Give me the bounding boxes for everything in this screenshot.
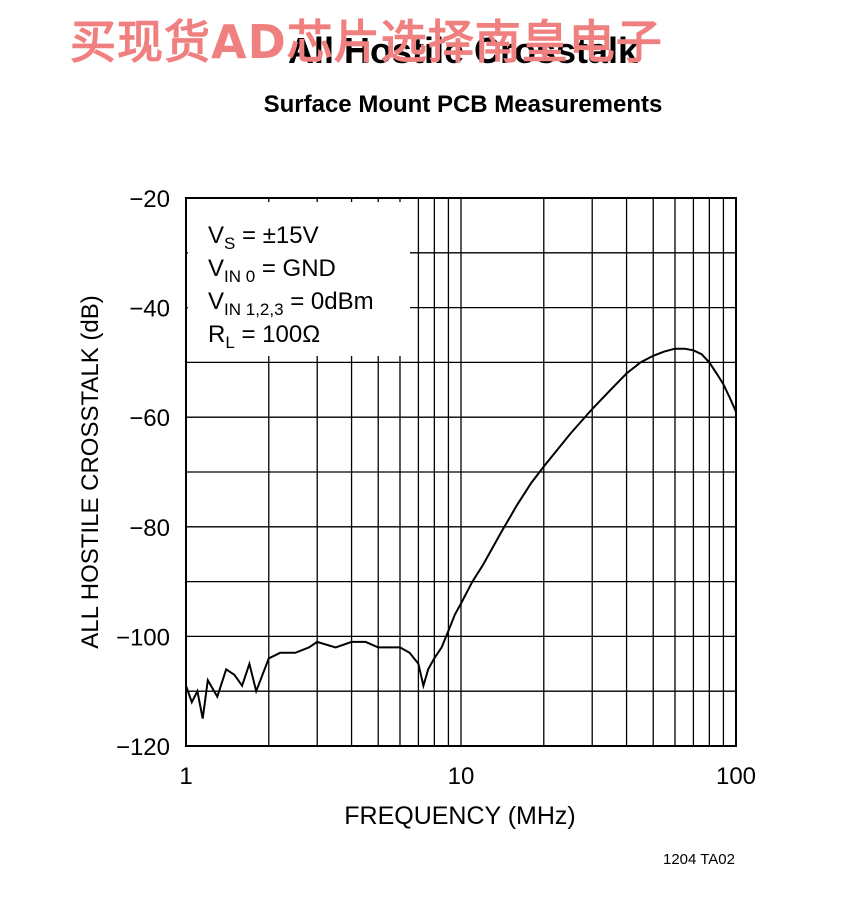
y-tick-label: −20 [129,186,170,213]
crosstalk-series-line [185,347,737,719]
condition-line: VS = ±15V [208,222,319,253]
watermark-text: 买现货AD芯片选择南皇电子 [70,15,663,69]
x-tick-label: 100 [716,763,756,790]
figure-id: 1204 TA02 [663,851,735,868]
x-tick-label: 10 [448,763,475,790]
x-axis-label: FREQUENCY (MHz) [344,802,575,830]
condition-line: VIN 0 = GND [208,255,336,286]
chart-title: All Hostile Crosstalk [288,30,639,71]
x-tick-label: 1 [179,763,192,790]
plot-frame [185,197,737,747]
condition-line: RL = 100Ω [208,321,320,352]
condition-line: VIN 1,2,3 = 0dBm [208,288,374,319]
y-tick-label: −40 [129,296,170,323]
x-tick-labels: 1 10 100 [179,763,756,790]
chart-subtitle: Surface Mount PCB Measurements [264,91,663,118]
y-tick-label: −100 [116,624,170,651]
y-axis-label: ALL HOSTILE CROSSTALK (dB) [77,295,104,648]
conditions-box-background [188,202,410,356]
y-tick-label: −80 [129,515,170,542]
y-tick-label: −60 [129,405,170,432]
y-tick-labels: −20 −40 −60 −80 −100 −120 [116,186,170,761]
y-tick-label: −120 [116,734,170,761]
